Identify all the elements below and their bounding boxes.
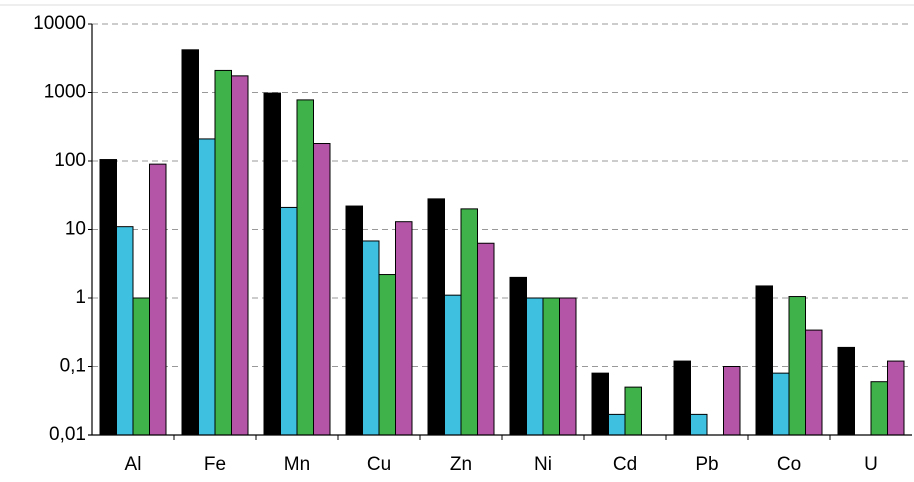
bar xyxy=(690,413,708,436)
y-tick-label: 0,01 xyxy=(49,424,86,445)
x-tick-label: Cu xyxy=(367,454,391,475)
x-tick-label: Ni xyxy=(534,454,552,475)
y-tick-label: 0,1 xyxy=(60,356,86,377)
bar xyxy=(460,208,478,436)
bar xyxy=(624,386,642,436)
bar xyxy=(296,99,314,436)
x-tick-label: Fe xyxy=(204,454,226,475)
bar xyxy=(427,198,445,436)
x-tick-label: Al xyxy=(125,454,142,475)
bar xyxy=(805,329,823,436)
bar xyxy=(673,360,691,436)
bar xyxy=(263,92,281,436)
bar xyxy=(280,206,298,436)
bar xyxy=(395,221,413,436)
bar xyxy=(723,366,741,436)
bar xyxy=(214,69,232,436)
y-tick-label: 1 xyxy=(75,287,86,308)
x-tick-label: Pb xyxy=(695,454,718,475)
bar xyxy=(181,49,199,436)
bar xyxy=(542,297,560,436)
bar xyxy=(870,381,888,436)
bar xyxy=(132,297,150,436)
x-tick-label: Co xyxy=(777,454,801,475)
bar xyxy=(509,276,527,436)
bar xyxy=(477,242,495,436)
bar xyxy=(378,274,396,436)
bar xyxy=(755,285,773,436)
bar xyxy=(198,138,216,436)
bar xyxy=(362,240,380,436)
bar xyxy=(526,297,544,436)
bar xyxy=(772,372,790,436)
x-tick-label: Cd xyxy=(613,454,637,475)
bar xyxy=(231,75,249,436)
bar xyxy=(788,296,806,436)
bar xyxy=(99,159,117,436)
y-tick-label: 1000 xyxy=(44,82,86,103)
bar xyxy=(591,372,609,436)
bar xyxy=(345,205,363,436)
bar xyxy=(313,143,331,436)
y-tick-label: 100 xyxy=(54,150,86,171)
bar xyxy=(116,226,134,436)
bar xyxy=(837,346,855,436)
x-tick-label: Mn xyxy=(284,454,310,475)
bar xyxy=(444,294,462,436)
bar xyxy=(608,413,626,436)
bar xyxy=(559,297,577,436)
bar xyxy=(887,360,905,436)
y-tick-label: 10000 xyxy=(33,13,86,34)
bar xyxy=(149,163,167,436)
x-tick-label: U xyxy=(864,454,878,475)
y-tick-label: 10 xyxy=(65,219,86,240)
x-tick-label: Zn xyxy=(450,454,472,475)
